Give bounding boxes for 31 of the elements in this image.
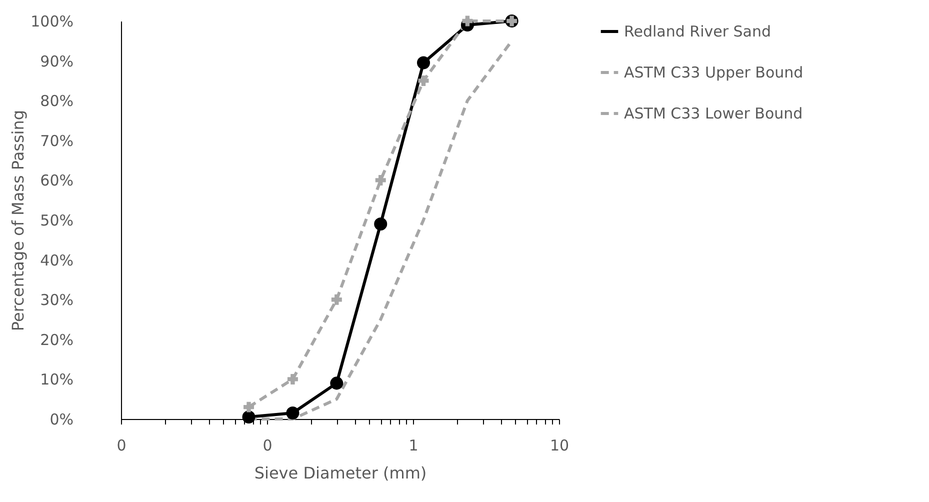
point — [374, 217, 388, 230]
y-tick-label: 20% — [40, 330, 74, 349]
y-tick-label: 90% — [40, 52, 74, 70]
point — [242, 410, 256, 424]
legend-label: ASTM C33 Upper Bound — [624, 64, 804, 82]
legend-label: Redland River Sand — [624, 22, 772, 40]
y-tick-label: 0% — [50, 410, 74, 428]
x-tick-label: 10 — [550, 436, 570, 454]
point — [244, 402, 254, 412]
x-tick-label: 1 — [408, 436, 418, 454]
y-tick-label: 30% — [40, 291, 74, 310]
point — [286, 406, 300, 420]
x-tick-label: 0 — [116, 436, 126, 454]
point — [331, 294, 342, 305]
point — [462, 16, 473, 26]
y-tick-label: 60% — [40, 172, 74, 190]
y-axis-title: Percentage of Mass Passing — [8, 110, 28, 332]
point — [375, 174, 386, 186]
point — [416, 56, 430, 70]
y-tick-label: 70% — [40, 132, 74, 150]
y-tick-label: 50% — [40, 212, 74, 230]
x-axis-title: Sieve Diameter (mm) — [254, 464, 427, 482]
y-tick-label: 10% — [40, 370, 74, 389]
point — [287, 374, 298, 384]
point — [330, 376, 344, 390]
legend-label: ASTM C33 Lower Bound — [624, 104, 803, 122]
point — [418, 75, 429, 86]
y-tick-label: 40% — [40, 251, 74, 270]
y-tick-label: 100% — [30, 12, 74, 30]
x-tick-label: 0 — [262, 436, 272, 454]
y-tick-label: 80% — [40, 92, 74, 110]
